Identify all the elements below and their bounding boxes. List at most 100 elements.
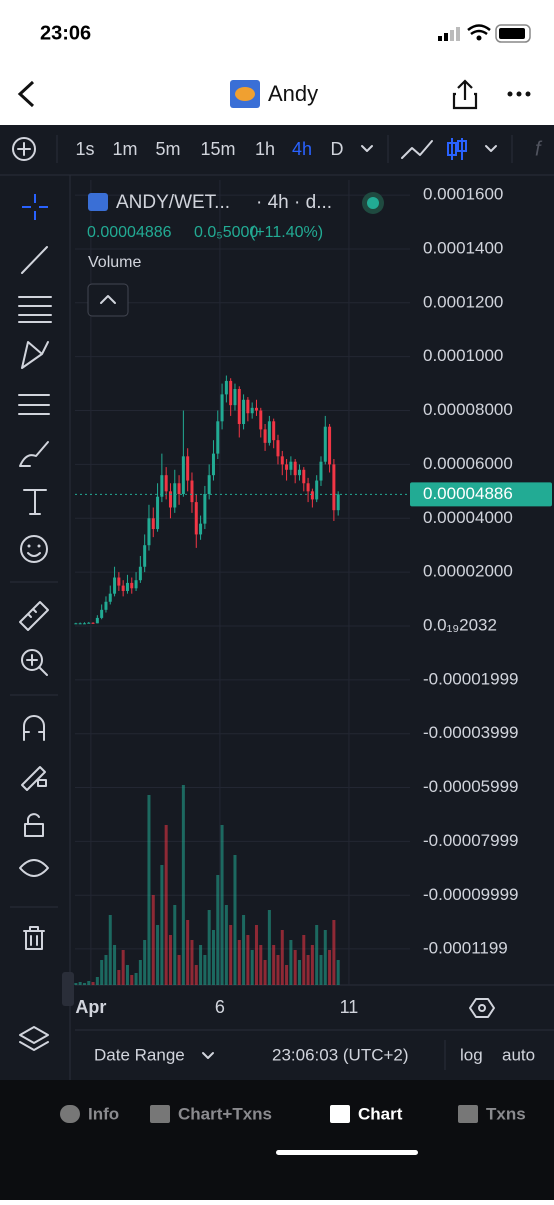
- candle-body: [332, 464, 336, 511]
- timeframe-option[interactable]: 1h: [255, 139, 275, 159]
- timeframe-option[interactable]: 1m: [112, 139, 137, 159]
- candle-body: [293, 461, 297, 476]
- status-time: 23:06: [40, 22, 91, 44]
- date-range-button[interactable]: Date Range: [94, 1045, 185, 1064]
- candle-body: [130, 582, 134, 589]
- brush-tool[interactable]: [19, 441, 49, 467]
- timeframe-option[interactable]: 5m: [155, 139, 180, 159]
- volume-bar: [138, 960, 142, 985]
- volume-bar: [151, 895, 155, 985]
- candle-body: [336, 494, 340, 511]
- volume-bar: [160, 865, 164, 985]
- volume-bar: [147, 795, 151, 985]
- tab-icon: [60, 1105, 80, 1123]
- volume-bar: [297, 960, 301, 985]
- projection-tool[interactable]: [18, 394, 50, 415]
- volume-bar: [177, 955, 181, 985]
- volume-bar: [306, 955, 310, 985]
- unlock-tool[interactable]: [24, 813, 44, 837]
- status-dot: [367, 197, 379, 209]
- candle-style-button[interactable]: [447, 138, 467, 160]
- candle-body: [328, 426, 332, 465]
- layers-button[interactable]: [19, 1026, 49, 1051]
- candle-body: [121, 585, 125, 591]
- candle-body: [190, 480, 194, 503]
- chart-type-menu[interactable]: [485, 145, 497, 152]
- more-button[interactable]: [507, 91, 531, 97]
- volume-bar: [91, 982, 95, 985]
- volume-bar: [328, 950, 332, 985]
- scale-option[interactable]: auto: [502, 1045, 535, 1064]
- visibility-tool[interactable]: [19, 859, 49, 877]
- emoji-tool[interactable]: [20, 535, 48, 563]
- volume-bar: [259, 945, 263, 985]
- volume-bar: [173, 905, 177, 985]
- y-tick-label: 0.00002000: [423, 562, 513, 581]
- volume-bar: [87, 981, 91, 985]
- top-bar-bg: [0, 0, 554, 125]
- delete-tool[interactable]: [23, 926, 45, 950]
- text-tool[interactable]: [23, 489, 47, 515]
- candle-body: [147, 518, 151, 546]
- collapse-legend[interactable]: [87, 283, 129, 317]
- clock: 23:06:03 (UTC+2): [272, 1045, 409, 1064]
- candle-body: [297, 469, 301, 476]
- scale-option[interactable]: log: [460, 1045, 483, 1064]
- candle-body: [113, 577, 117, 594]
- candle-body: [100, 609, 104, 618]
- timeframe-option[interactable]: 1s: [75, 139, 94, 159]
- volume-bar: [203, 955, 207, 985]
- candle-body: [207, 475, 211, 495]
- candle-body: [263, 429, 267, 443]
- candle-body: [181, 456, 185, 495]
- volume-bar: [181, 785, 185, 985]
- collapse-toolbar[interactable]: [62, 972, 74, 1006]
- timeframe-menu[interactable]: [361, 145, 373, 152]
- timeframe-option[interactable]: D: [331, 139, 344, 159]
- y-tick-label: 0.00004000: [423, 508, 513, 527]
- zoom-tool[interactable]: [21, 649, 48, 676]
- candle-body: [108, 593, 112, 602]
- volume-bar: [104, 955, 108, 985]
- candle-body: [134, 580, 138, 589]
- legend-change-pct: (+11.40%): [250, 224, 323, 241]
- volume-bar: [134, 973, 138, 985]
- candle-body: [323, 426, 327, 462]
- volume-bar: [113, 945, 117, 985]
- volume-bar: [332, 920, 336, 985]
- volume-bar: [310, 945, 314, 985]
- y-tick-label: 0.0001400: [423, 238, 503, 257]
- legend-price: 0.00004886: [87, 224, 172, 241]
- tab[interactable]: Info: [88, 1104, 119, 1123]
- candle-body: [160, 475, 164, 497]
- axis-settings[interactable]: [469, 998, 495, 1018]
- timeframe-bar: 1s 1m 5m 15m 1h 4h D: [75, 139, 343, 159]
- volume-bar: [121, 950, 125, 985]
- line-style-button[interactable]: [401, 140, 433, 159]
- fib-tool[interactable]: [18, 296, 52, 323]
- y-tick-label: 0.0001200: [423, 292, 503, 311]
- chart-panel-bg: [0, 125, 554, 1080]
- share-button[interactable]: [452, 79, 478, 110]
- candle-body: [289, 461, 293, 470]
- indicators-icon[interactable]: f: [535, 138, 543, 160]
- ruler-tool[interactable]: [19, 601, 49, 631]
- last-price-label: 0.00004886: [423, 484, 513, 503]
- tab[interactable]: Chart+Txns: [178, 1104, 272, 1123]
- candle-body: [319, 461, 323, 481]
- trend-line-tool[interactable]: [21, 246, 48, 274]
- back-button[interactable]: [17, 80, 35, 108]
- crosshair-tool[interactable]: [22, 194, 48, 220]
- volume-bar: [250, 950, 254, 985]
- add-indicator-button[interactable]: [12, 137, 36, 161]
- timeframe-option[interactable]: 15m: [200, 139, 235, 159]
- tab[interactable]: Txns: [486, 1104, 526, 1123]
- magnet-tool[interactable]: [23, 715, 45, 741]
- pattern-tool[interactable]: [21, 341, 49, 369]
- lock-drawing-tool[interactable]: [21, 766, 47, 791]
- volume-bar: [319, 955, 323, 985]
- timeframe-option[interactable]: 4h: [292, 139, 312, 159]
- candle-body: [259, 410, 263, 430]
- tab[interactable]: Chart: [358, 1104, 403, 1123]
- volume-bar: [108, 915, 112, 985]
